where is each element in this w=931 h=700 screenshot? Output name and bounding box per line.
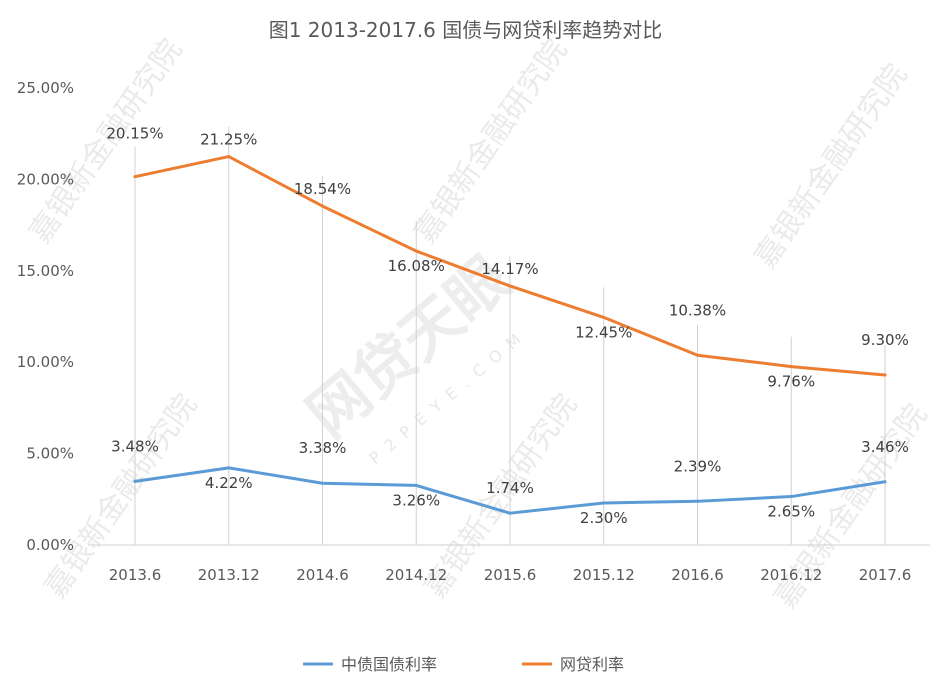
data-point <box>696 353 699 357</box>
data-point <box>508 284 512 288</box>
watermark-institute: 嘉银新金融研究院 <box>748 58 914 275</box>
y-tick-label: 15.00% <box>17 262 74 280</box>
data-label: 10.38% <box>669 301 726 319</box>
x-tick-label: 2013.12 <box>198 566 260 584</box>
data-label: 21.25% <box>200 131 257 149</box>
data-label: 9.30% <box>861 331 909 349</box>
x-tick-label: 2014.6 <box>296 566 349 584</box>
data-point <box>883 373 887 377</box>
data-label: 2.39% <box>674 457 722 475</box>
data-label: 18.54% <box>294 180 351 198</box>
data-point <box>321 481 324 485</box>
data-point <box>789 365 793 369</box>
data-point <box>227 155 231 159</box>
data-point <box>133 175 137 179</box>
data-label: 3.46% <box>861 438 909 456</box>
x-tick-label: 2015.12 <box>573 566 635 584</box>
x-tick-label: 2013.6 <box>109 566 162 584</box>
data-point <box>883 480 887 484</box>
data-label: 2.65% <box>767 503 815 521</box>
data-label: 14.17% <box>481 260 538 278</box>
data-point <box>508 511 512 515</box>
y-tick-label: 10.00% <box>17 353 74 371</box>
legend-label: 网贷利率 <box>560 655 624 674</box>
x-tick-label: 2014.12 <box>385 566 447 584</box>
data-point <box>696 499 699 503</box>
data-point <box>133 479 137 483</box>
y-tick-label: 25.00% <box>17 79 74 97</box>
data-label: 1.74% <box>486 479 534 497</box>
data-label: 3.48% <box>111 437 159 455</box>
data-label: 20.15% <box>106 125 163 143</box>
data-label: 2.30% <box>580 509 628 527</box>
data-point <box>602 501 606 505</box>
x-tick-label: 2017.6 <box>859 566 912 584</box>
data-point <box>789 495 793 499</box>
y-tick-label: 20.00% <box>17 170 74 188</box>
y-tick-label: 5.00% <box>26 445 74 463</box>
x-tick-label: 2015.6 <box>484 566 537 584</box>
data-label: 9.76% <box>767 373 815 391</box>
data-label: 4.22% <box>205 474 253 492</box>
data-label: 3.38% <box>299 439 347 457</box>
data-point <box>414 483 418 487</box>
data-label: 12.45% <box>575 323 632 341</box>
data-label: 16.08% <box>388 257 445 275</box>
data-point <box>602 315 606 319</box>
y-tick-label: 0.00% <box>26 536 74 554</box>
data-point <box>414 249 418 253</box>
x-tick-label: 2016.12 <box>760 566 822 584</box>
data-point <box>227 466 231 470</box>
chart-title: 图1 2013-2017.6 国债与网贷利率趋势对比 <box>268 18 663 42</box>
x-tick-label: 2016.6 <box>671 566 724 584</box>
legend-label: 中债国债利率 <box>341 655 437 674</box>
data-point <box>321 204 324 208</box>
watermark-institute: 嘉银新金融研究院 <box>408 33 574 250</box>
data-label: 3.26% <box>392 491 440 509</box>
